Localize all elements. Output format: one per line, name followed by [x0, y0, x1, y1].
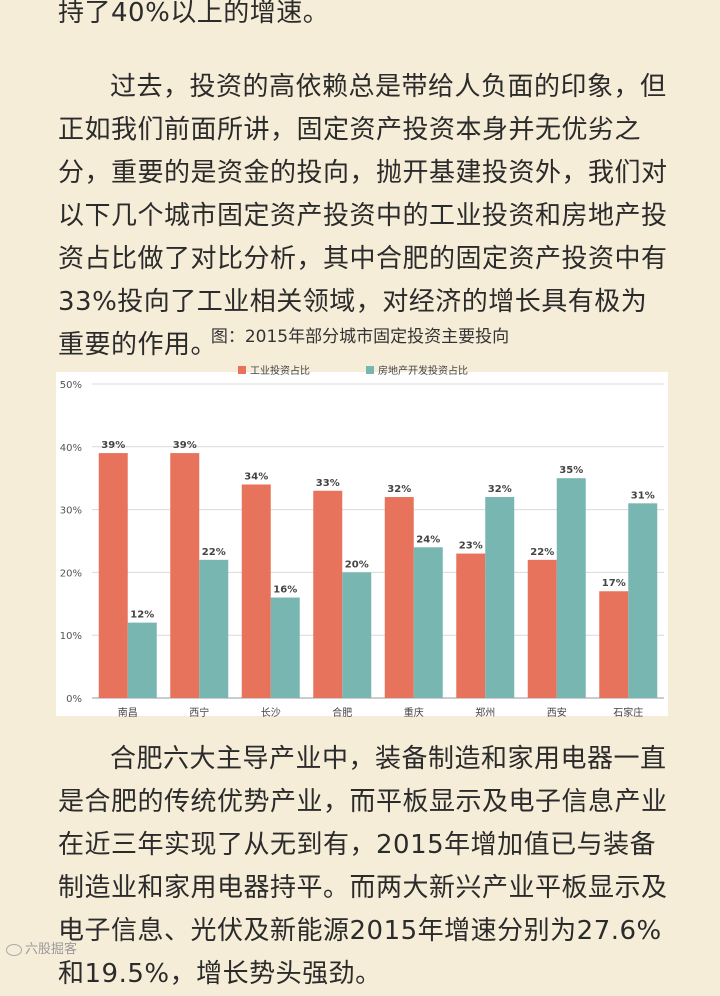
data-label: 32%	[488, 484, 512, 495]
bar	[241, 484, 271, 698]
x-tick-label: 合肥	[332, 706, 352, 719]
watermark-logo-icon	[6, 943, 22, 956]
data-label: 23%	[459, 541, 483, 552]
bar	[384, 497, 414, 698]
data-label: 22%	[202, 547, 226, 558]
bar	[199, 559, 229, 698]
y-tick-label: 50%	[60, 380, 82, 391]
bar	[127, 622, 157, 698]
data-label: 39%	[173, 440, 197, 451]
bar	[313, 490, 343, 698]
bar-chart: 0% 10% 20% 30% 40% 50% 工业投资占比 房地产开发投资占比 39% 12% 南昌…	[56, 364, 668, 719]
bar	[599, 591, 629, 698]
paragraph-3: 合肥六大主导产业中，装备制造和家用电器一直是合肥的传统优势产业，而平板显示及电子…	[58, 744, 668, 989]
y-tick-label: 40%	[60, 443, 82, 454]
data-label: 35%	[559, 465, 583, 476]
bar	[98, 453, 128, 698]
bar	[413, 547, 443, 698]
y-tick-label: 20%	[60, 568, 82, 579]
legend-label: 房地产开发投资占比	[378, 364, 468, 377]
data-label: 16%	[273, 585, 297, 596]
data-label: 12%	[130, 610, 154, 621]
data-label: 20%	[345, 559, 369, 570]
bar	[628, 503, 658, 698]
x-tick-label: 南昌	[118, 706, 138, 719]
y-tick-label: 0%	[66, 694, 82, 705]
legend-label: 工业投资占比	[250, 364, 310, 377]
x-tick-label: 郑州	[475, 706, 495, 719]
x-tick-label: 石家庄	[613, 706, 643, 719]
bar	[342, 572, 372, 698]
y-tick-label: 30%	[60, 506, 82, 517]
data-label: 17%	[602, 578, 626, 589]
bar	[556, 478, 586, 698]
x-tick-label: 长沙	[261, 707, 281, 719]
bar	[170, 453, 200, 698]
bar	[485, 497, 515, 698]
bar	[270, 597, 300, 698]
data-label: 33%	[316, 478, 340, 489]
watermark-text: 六股掘客	[25, 942, 78, 957]
paragraph-1: 持了40%以上的增速。	[58, 0, 330, 28]
x-tick-label: 西宁	[189, 706, 209, 719]
data-label: 32%	[387, 484, 411, 495]
data-label: 39%	[101, 440, 125, 451]
legend-swatch	[366, 366, 374, 374]
data-label: 31%	[631, 490, 655, 501]
data-label: 34%	[244, 471, 268, 482]
x-tick-label: 重庆	[404, 706, 424, 719]
bar	[456, 553, 486, 698]
chart-title: 图：2015年部分城市固定投资主要投向	[210, 327, 510, 347]
bar	[527, 559, 557, 698]
watermark: 六股掘客	[6, 938, 77, 957]
paragraph-2: 过去，投资的高依赖总是带给人负面的印象，但正如我们前面所讲，固定资产投资本身并无…	[58, 72, 668, 360]
data-label: 24%	[416, 534, 440, 545]
y-tick-label: 10%	[60, 631, 82, 642]
legend-swatch	[238, 366, 246, 374]
data-label: 22%	[530, 547, 554, 558]
x-tick-label: 西安	[547, 706, 567, 719]
